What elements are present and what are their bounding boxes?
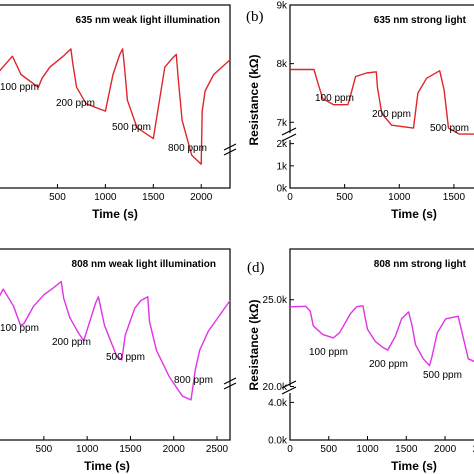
x-tick-label: 2500 bbox=[206, 444, 229, 455]
panel-c-frame bbox=[0, 248, 231, 441]
x-tick-label: 1000 bbox=[388, 192, 411, 203]
panel-c-axis-break bbox=[223, 377, 237, 390]
x-tick-label: 2000 bbox=[163, 444, 186, 455]
panel-a-frame bbox=[0, 4, 231, 189]
panel-b-series-line bbox=[290, 68, 474, 135]
panel-b-annotation-500ppm: 500 ppm bbox=[430, 123, 469, 134]
panel-b-annotation-100ppm: 100 ppm bbox=[315, 93, 354, 104]
panel-d-annotation-200ppm: 200 ppm bbox=[369, 359, 408, 370]
panel-c-annotation-800ppm: 800 ppm bbox=[174, 375, 213, 386]
x-tick-label: 500 bbox=[336, 192, 353, 203]
panel-c-xlabel: Time (s) bbox=[84, 459, 130, 473]
panel-a-series bbox=[0, 48, 231, 165]
panel-b-ylabel: Resistance (kΩ) bbox=[247, 55, 261, 146]
panel-b: (b) 635 nm strong light 0 500 1000 1500 9k 8… bbox=[246, 1, 474, 221]
panel-d-label: (d) bbox=[247, 260, 265, 276]
panel-b-frame bbox=[289, 4, 474, 189]
panel-d-title: 808 nm strong light bbox=[374, 259, 467, 270]
panel-a: 635 nm weak light illumination 500 1000 15… bbox=[0, 4, 237, 221]
y-tick-label: 0.0k bbox=[268, 436, 288, 447]
y-tick-label: 9k bbox=[276, 1, 288, 12]
x-tick-label: 500 bbox=[36, 444, 53, 455]
panel-c-annotation-500ppm: 500 ppm bbox=[106, 352, 145, 363]
x-tick-label: 1000 bbox=[356, 444, 379, 455]
panel-c-annotation-100ppm: 100 ppm bbox=[0, 323, 39, 334]
panel-d-break-mark bbox=[281, 380, 297, 389]
x-tick-label: 1500 bbox=[443, 192, 466, 203]
panel-b-break-mark bbox=[281, 133, 297, 142]
panel-d-xticks: 0 500 1000 1500 2000 2500 bbox=[287, 436, 474, 455]
panel-a-annotation-800ppm: 800 ppm bbox=[168, 143, 207, 154]
x-tick-label: 0 bbox=[287, 192, 293, 203]
panel-b-series bbox=[290, 68, 474, 135]
panel-b-yticks: 9k 8k 7k 2k 1k 0k bbox=[276, 1, 294, 195]
panel-a-xlabel: Time (s) bbox=[92, 207, 138, 221]
x-tick-label: 1500 bbox=[142, 192, 165, 203]
x-tick-label: 1000 bbox=[94, 192, 117, 203]
panel-b-xticks: 0 500 1000 1500 bbox=[287, 184, 465, 203]
panel-c-annotation-200ppm: 200 ppm bbox=[52, 337, 91, 348]
x-tick-label: 1500 bbox=[119, 444, 142, 455]
panel-d-annotation-100ppm: 100 ppm bbox=[309, 347, 348, 358]
y-tick-label: 2k bbox=[276, 139, 288, 150]
y-tick-label: 4.0k bbox=[268, 398, 288, 409]
panel-d-yticks: 25.0k 20.0k 4.0k 0.0k bbox=[263, 295, 294, 447]
x-tick-label: 1500 bbox=[395, 444, 418, 455]
x-tick-label: 500 bbox=[49, 192, 66, 203]
panel-a-series-line bbox=[0, 48, 231, 165]
panel-c-title: 808 nm weak light illumination bbox=[72, 259, 216, 270]
y-tick-label: 25.0k bbox=[263, 295, 288, 306]
x-tick-label: 500 bbox=[320, 444, 337, 455]
y-tick-label: 8k bbox=[276, 59, 288, 70]
panel-d-series-line bbox=[290, 305, 474, 367]
panel-b-xlabel: Time (s) bbox=[391, 207, 437, 221]
x-tick-label: 2500 bbox=[473, 444, 474, 455]
panel-a-title: 635 nm weak light illumination bbox=[76, 15, 220, 26]
y-tick-label: 1k bbox=[276, 161, 288, 172]
y-tick-label: 7k bbox=[276, 118, 288, 129]
panel-c-xticks: 500 1000 1500 2000 2500 bbox=[36, 436, 229, 455]
panel-d-xlabel: Time (s) bbox=[391, 459, 437, 473]
panel-a-annotation-200ppm: 200 ppm bbox=[56, 98, 95, 109]
panel-d-ylabel: Resistance (kΩ) bbox=[247, 300, 261, 391]
panel-d-series bbox=[290, 305, 474, 367]
panel-a-axis-break bbox=[223, 143, 237, 156]
panel-d-break-mark bbox=[281, 386, 297, 395]
x-tick-label: 0 bbox=[287, 444, 293, 455]
y-tick-label: 20.0k bbox=[263, 382, 288, 393]
panel-a-annotation-500ppm: 500 ppm bbox=[112, 122, 151, 133]
panel-d: (d) 808 nm strong light 0 500 1000 1500 2000… bbox=[247, 248, 474, 473]
panel-b-annotation-200ppm: 200 ppm bbox=[372, 109, 411, 120]
x-tick-label: 2000 bbox=[190, 192, 213, 203]
y-tick-label: 0k bbox=[276, 184, 288, 195]
panel-b-label: (b) bbox=[246, 9, 264, 25]
x-tick-label: 2000 bbox=[434, 444, 457, 455]
panel-b-break-mark bbox=[281, 127, 297, 136]
panel-d-break-gap bbox=[282, 386, 296, 393]
panel-c-series bbox=[0, 280, 231, 401]
panel-a-xticks: 500 1000 1500 2000 bbox=[49, 184, 213, 203]
panel-c: 808 nm weak light illumination 500 1000 15… bbox=[0, 248, 237, 473]
panel-a-annotation-100ppm: 100 ppm bbox=[0, 82, 39, 93]
panel-b-break-gap bbox=[282, 133, 296, 140]
panel-d-frame bbox=[289, 248, 474, 441]
x-tick-label: 1000 bbox=[76, 444, 99, 455]
panel-b-title: 635 nm strong light bbox=[374, 15, 467, 26]
panel-d-annotation-500ppm: 500 ppm bbox=[423, 370, 462, 381]
panel-c-series-line bbox=[0, 280, 231, 401]
